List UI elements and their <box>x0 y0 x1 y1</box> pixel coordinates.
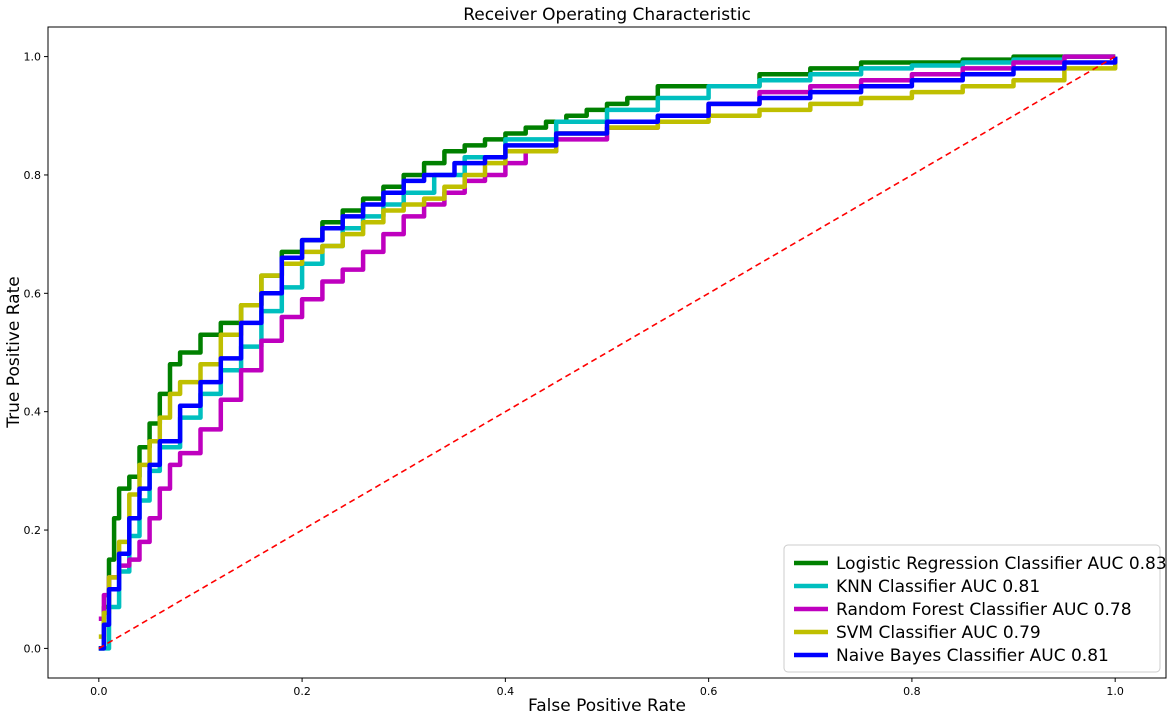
y-tick-label: 0.6 <box>24 287 42 300</box>
legend: Logistic Regression Classifier AUC 0.83 K… <box>783 544 1167 673</box>
axis-ticks: 0.0 0.2 0.4 0.6 0.8 1.0 0.0 0.2 0.4 0.6 0.8 1.0 <box>24 51 1124 698</box>
y-tick-label: 0.4 <box>24 406 42 419</box>
legend-label: Random Forest Classifier AUC 0.78 <box>836 600 1132 620</box>
legend-label: Logistic Regression Classifier AUC 0.83 <box>836 554 1167 574</box>
series-line-4 <box>98 56 1118 651</box>
series-line-2 <box>98 54 1116 622</box>
x-tick-label: 0.0 <box>90 685 108 698</box>
legend-label: SVM Classifier AUC 0.79 <box>836 623 1041 643</box>
y-axis-title: True Positive Rate <box>4 276 24 428</box>
legend-label: KNN Classifier AUC 0.81 <box>836 577 1040 597</box>
x-tick-label: 0.8 <box>903 685 921 698</box>
y-tick-label: 0.2 <box>24 524 42 537</box>
x-tick-label: 1.0 <box>1106 685 1124 698</box>
series-lines <box>98 54 1118 651</box>
series-line-1 <box>98 54 1116 651</box>
y-tick-label: 0.8 <box>24 169 42 182</box>
baseline-diagonal-line <box>98 55 1116 650</box>
legend-label: Naive Bayes Classifier AUC 0.81 <box>836 646 1109 666</box>
chart-title: Receiver Operating Characteristic <box>463 5 751 25</box>
y-tick-label: 1.0 <box>24 51 42 64</box>
legend-frame <box>783 544 1161 673</box>
x-tick-label: 0.6 <box>700 685 718 698</box>
x-axis-title: False Positive Rate <box>528 696 686 716</box>
x-tick-label: 0.4 <box>497 685 515 698</box>
series-line-3 <box>98 56 1118 639</box>
x-tick-label: 0.2 <box>293 685 311 698</box>
y-tick-label: 0.0 <box>24 642 42 655</box>
